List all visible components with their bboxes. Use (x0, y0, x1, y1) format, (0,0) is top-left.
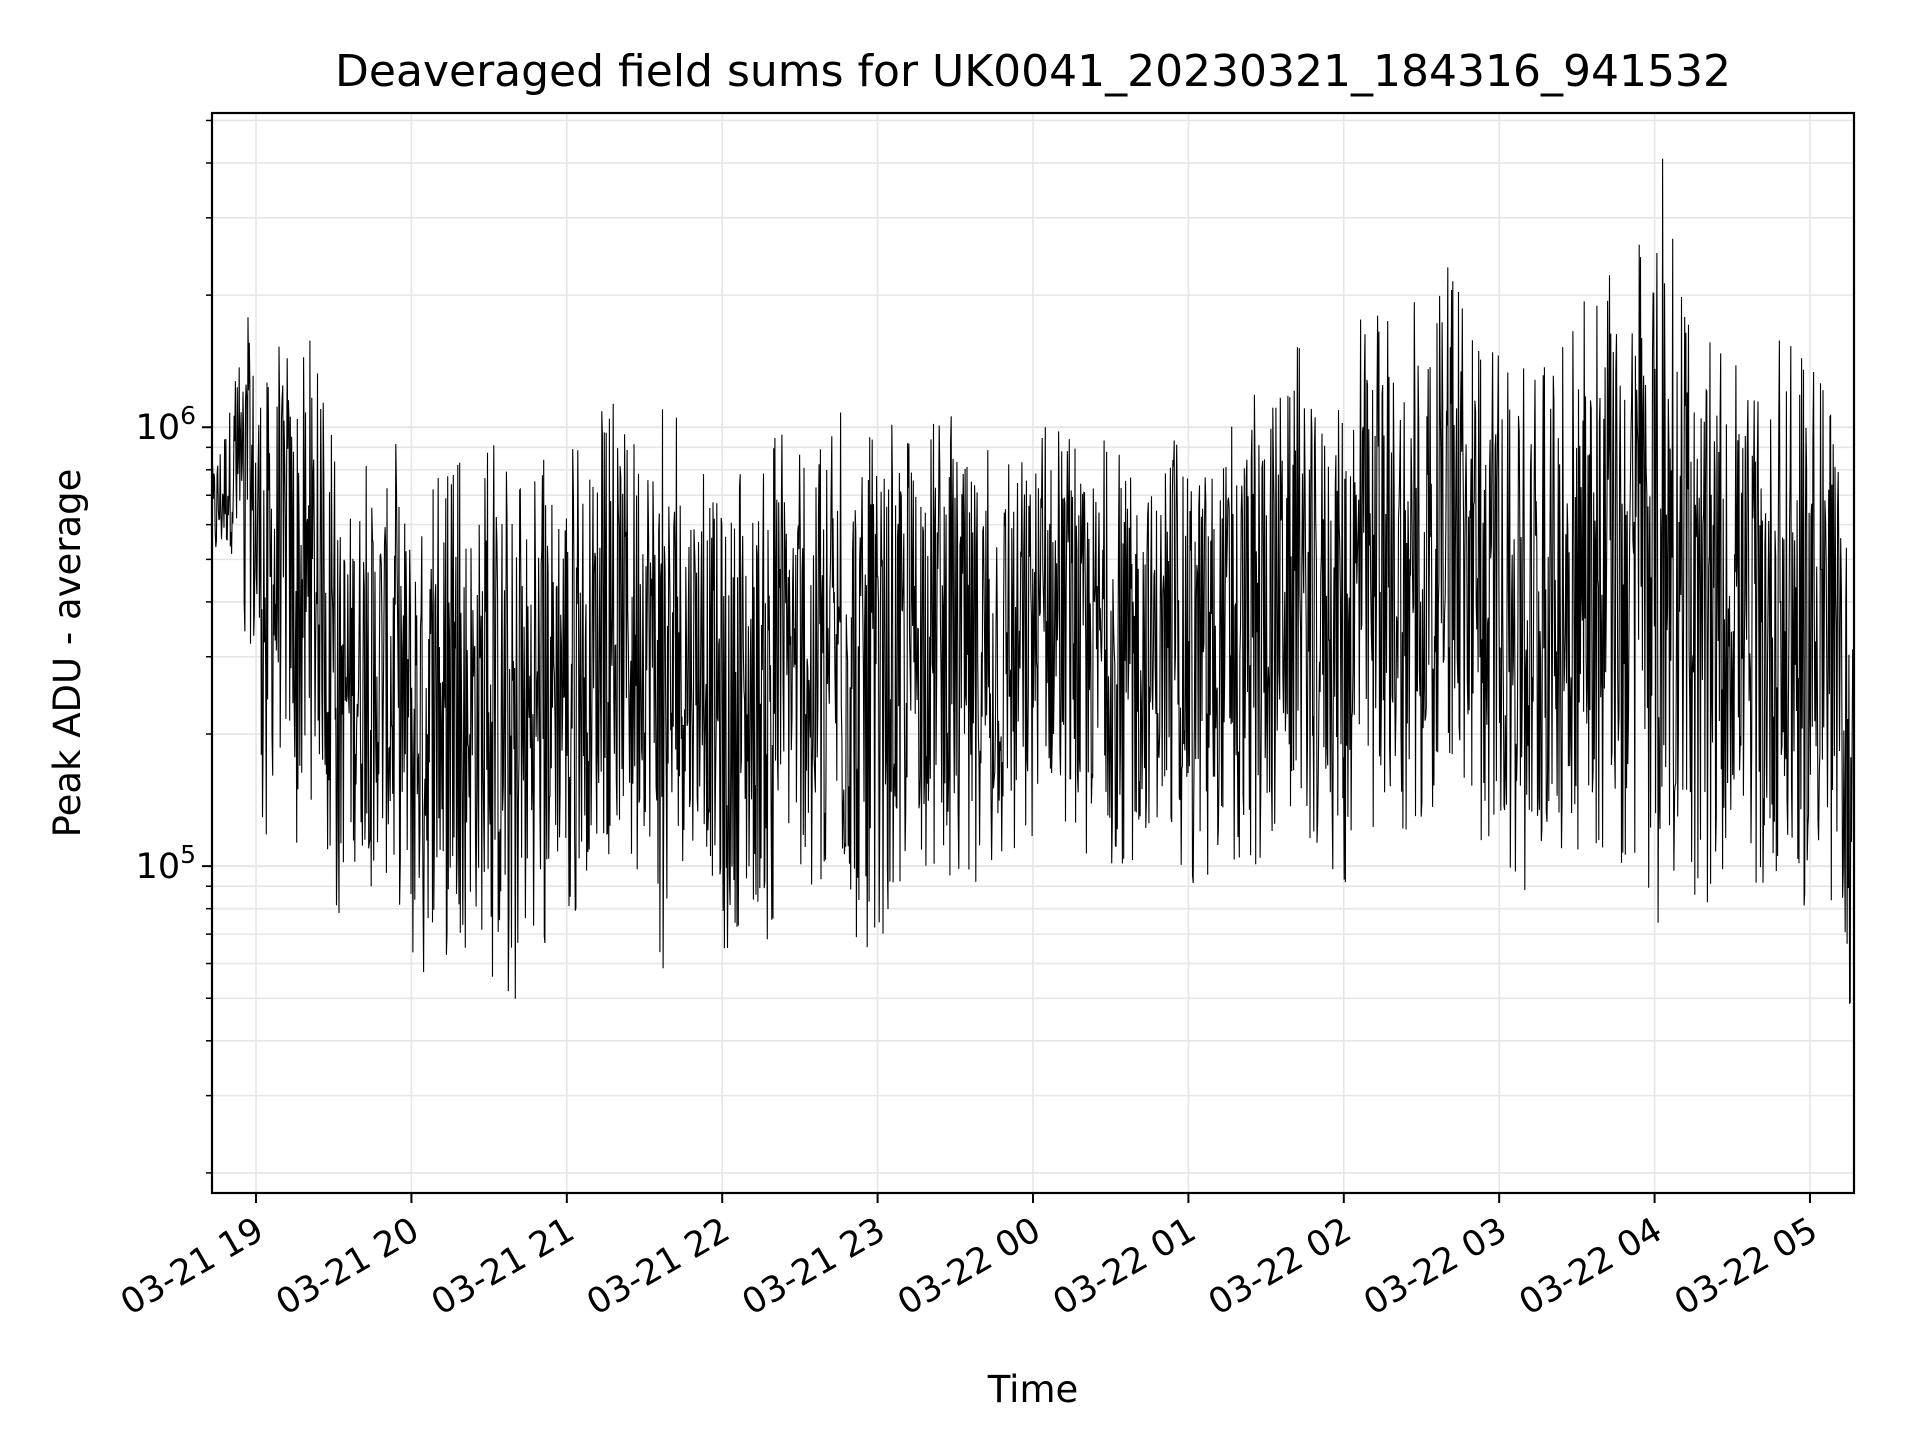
y-tick-label: 105 (136, 840, 196, 887)
x-tick-label: 03-21 22 (580, 1210, 736, 1323)
chart-title: Deaveraged field sums for UK0041_2023032… (335, 46, 1731, 97)
x-axis-label: Time (987, 1368, 1079, 1411)
x-tick-label: 03-21 21 (425, 1210, 581, 1323)
x-tick-label: 03-21 19 (114, 1210, 270, 1323)
x-tick-label: 03-22 04 (1513, 1210, 1669, 1323)
series-line (212, 158, 1854, 1004)
x-tick-label: 03-22 00 (891, 1210, 1047, 1323)
x-tick-label: 03-22 03 (1357, 1210, 1513, 1323)
x-tick-label: 03-21 23 (736, 1210, 892, 1323)
x-tick-label: 03-21 20 (270, 1210, 426, 1323)
y-tick-label: 106 (136, 401, 196, 448)
y-axis-label: Peak ADU - average (46, 469, 89, 838)
x-tick-label: 03-22 05 (1668, 1210, 1824, 1323)
x-axis: 03-21 19 03-21 20 03-21 21 03-21 22 03-21 23… (114, 1193, 1824, 1323)
x-tick-label: 03-22 01 (1047, 1210, 1203, 1323)
x-tick-label: 03-22 02 (1202, 1210, 1358, 1323)
series-layer (212, 158, 1854, 1004)
y-axis: 105 106 (136, 119, 212, 1174)
